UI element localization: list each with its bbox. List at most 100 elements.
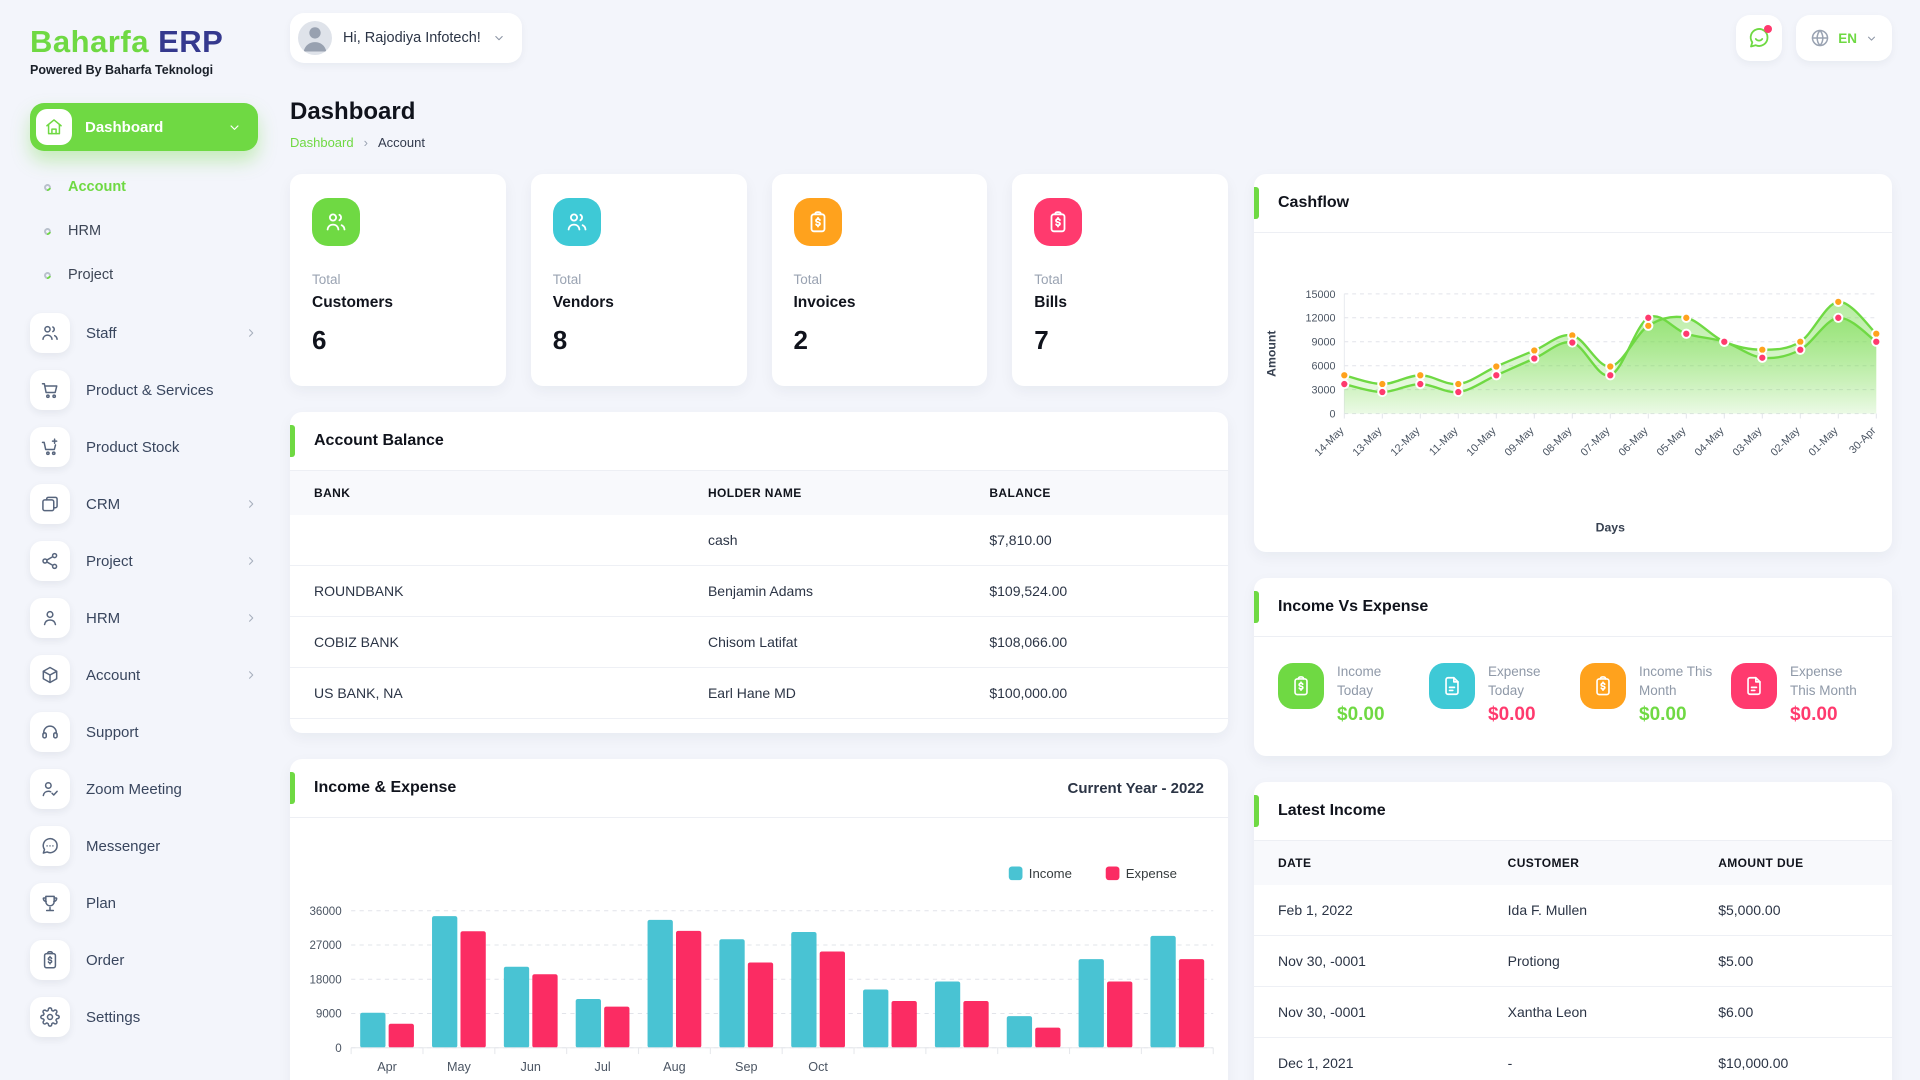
card-title: Cashflow bbox=[1278, 194, 1350, 211]
sidebar-item[interactable]: Plan bbox=[30, 883, 258, 923]
sidebar-item[interactable]: HRM bbox=[30, 598, 258, 638]
svg-text:0: 0 bbox=[1329, 409, 1335, 421]
table-row: US BANK, NA Earl Hane MD $100,000.00 bbox=[290, 667, 1228, 719]
kpi-label: Income Today bbox=[1337, 664, 1382, 698]
sidebar-item[interactable]: Order bbox=[30, 940, 258, 980]
sidebar-item-icon bbox=[40, 380, 60, 400]
customer-cell: Xantha Leon bbox=[1483, 986, 1695, 1038]
sidebar-item[interactable]: Settings bbox=[30, 997, 258, 1037]
holder-cell: Benjamin Adams bbox=[683, 565, 966, 617]
date-cell: Nov 30, -0001 bbox=[1254, 986, 1484, 1038]
table-row: Dec 1, 2021 - $10,000.00 bbox=[1254, 1037, 1892, 1080]
cashflow-chart: 0 3000 6000 9000 12000 15000 14-May 13-May 12-Ma… bbox=[1254, 233, 1892, 552]
svg-text:Jul: Jul bbox=[595, 1060, 611, 1074]
sidebar-subitem[interactable]: Account bbox=[42, 179, 258, 195]
kpi-icon bbox=[1743, 675, 1765, 697]
stat-card: Total Customers 6 bbox=[290, 174, 506, 386]
kpi-icon-badge bbox=[1580, 663, 1626, 710]
chevron-right-icon bbox=[244, 611, 258, 625]
stat-card: Total Invoices 2 bbox=[771, 174, 988, 386]
amount-cell: $5.00 bbox=[1694, 935, 1892, 987]
amount-cell: $10,000.00 bbox=[1694, 1037, 1892, 1080]
kpi-item: Expense This Month $0.00 bbox=[1731, 663, 1868, 726]
brand-logo: Baharfa ERP Powered By Baharfa Teknologi bbox=[30, 24, 258, 77]
sidebar-item[interactable]: Zoom Meeting bbox=[30, 769, 258, 809]
card-title: Latest Income bbox=[1278, 801, 1386, 819]
balance-cell: $108,066.00 bbox=[965, 616, 1228, 668]
latest-income-table: DATE CUSTOMER AMOUNT DUE Feb 1, 2022 Ida… bbox=[1254, 840, 1892, 1080]
card-title: Account Balance bbox=[314, 432, 444, 449]
sidebar-subitem[interactable]: HRM bbox=[42, 223, 258, 239]
svg-text:01-May: 01-May bbox=[1806, 424, 1840, 458]
kpi-icon bbox=[1441, 675, 1463, 697]
messages-button[interactable] bbox=[1736, 15, 1783, 61]
stat-prefix: Total bbox=[1034, 272, 1063, 287]
page-title: Dashboard bbox=[290, 98, 416, 125]
language-selector[interactable]: EN bbox=[1796, 15, 1892, 61]
sidebar-item-icon bbox=[40, 494, 60, 514]
svg-text:30-Apr: 30-Apr bbox=[1847, 425, 1879, 457]
notification-dot bbox=[1764, 25, 1773, 33]
bank-cell: COBIZ BANK bbox=[290, 616, 684, 668]
sidebar-item[interactable]: Messenger bbox=[30, 826, 258, 866]
amount-cell: $5,000.00 bbox=[1694, 884, 1892, 936]
user-greeting: Hi, Rajodiya Infotech! bbox=[343, 30, 481, 46]
svg-text:Sep: Sep bbox=[735, 1060, 757, 1074]
sidebar-item-dashboard[interactable]: Dashboard bbox=[30, 103, 258, 151]
sidebar-item[interactable]: Support bbox=[30, 712, 258, 752]
sidebar-item-label: Plan bbox=[86, 894, 117, 912]
sidebar-item[interactable]: Staff bbox=[30, 313, 258, 353]
stat-value: 8 bbox=[552, 325, 568, 355]
income-expense-chart: Income Expense 0 9000 18000 27000 36000 Apr May J… bbox=[290, 818, 1228, 1080]
topbar: Hi, Rajodiya Infotech! EN bbox=[290, 12, 1892, 64]
sidebar-item-label: Product Stock bbox=[86, 438, 180, 456]
svg-text:11-May: 11-May bbox=[1427, 424, 1461, 458]
svg-text:14-May: 14-May bbox=[1313, 424, 1347, 458]
sidebar-item-label: Settings bbox=[86, 1008, 141, 1026]
svg-text:10-May: 10-May bbox=[1465, 424, 1499, 458]
table-row: COBIZ BANK Chisom Latifat $108,066.00 bbox=[290, 616, 1228, 668]
sidebar-item-label: Product & Services bbox=[86, 381, 214, 399]
svg-text:08-May: 08-May bbox=[1541, 424, 1575, 458]
sidebar-item-label: CRM bbox=[86, 495, 121, 513]
sidebar-item-label: Support bbox=[86, 723, 139, 741]
sidebar-item[interactable]: Project bbox=[30, 541, 258, 581]
sidebar-item-icon bbox=[40, 323, 60, 343]
stat-value: 2 bbox=[793, 325, 808, 355]
svg-text:03-May: 03-May bbox=[1731, 424, 1765, 458]
svg-text:36000: 36000 bbox=[309, 906, 341, 918]
stat-card: Total Vendors 8 bbox=[530, 174, 747, 386]
bullet-icon bbox=[42, 270, 53, 280]
svg-text:12000: 12000 bbox=[1305, 313, 1335, 325]
legend-swatch bbox=[1105, 866, 1120, 881]
sidebar-item[interactable]: CRM bbox=[30, 484, 258, 524]
sidebar: Baharfa ERP Powered By Baharfa Teknologi… bbox=[0, 0, 282, 1080]
user-menu-button[interactable]: Hi, Rajodiya Infotech! bbox=[290, 13, 522, 63]
svg-text:07-May: 07-May bbox=[1579, 424, 1613, 458]
sidebar-item-label: Messenger bbox=[86, 837, 161, 855]
sidebar-subitem[interactable]: Project bbox=[42, 267, 258, 283]
column-header: CUSTOMER bbox=[1483, 840, 1695, 885]
stat-label: Invoices bbox=[793, 294, 856, 311]
table-row: ROUNDBANK Benjamin Adams $109,524.00 bbox=[290, 565, 1228, 617]
stat-icon bbox=[565, 210, 589, 234]
chevron-down-icon bbox=[492, 31, 506, 45]
sidebar-item[interactable]: Product Stock bbox=[30, 427, 258, 467]
breadcrumb-link-dashboard[interactable]: Dashboard bbox=[290, 135, 354, 150]
svg-text:Apr: Apr bbox=[377, 1060, 397, 1074]
bank-cell: US BANK, NA bbox=[290, 667, 684, 719]
stat-icon bbox=[1046, 210, 1070, 234]
sidebar-item-label: Order bbox=[86, 951, 125, 969]
kpi-item: Expense Today $0.00 bbox=[1429, 663, 1566, 726]
table-row: Feb 1, 2022 Ida F. Mullen $5,000.00 bbox=[1254, 884, 1892, 936]
bank-cell: ROUNDBANK bbox=[290, 565, 684, 617]
svg-text:12-May: 12-May bbox=[1389, 424, 1423, 458]
svg-text:0: 0 bbox=[335, 1043, 341, 1055]
sidebar-item[interactable]: Product & Services bbox=[30, 370, 258, 410]
stat-label: Customers bbox=[312, 294, 393, 311]
stat-value: 6 bbox=[312, 325, 327, 355]
sidebar-item[interactable]: Account bbox=[30, 655, 258, 695]
legend-swatch bbox=[1008, 866, 1023, 881]
brand-name-secondary: ERP bbox=[158, 24, 224, 59]
breadcrumb-separator: › bbox=[363, 135, 368, 150]
